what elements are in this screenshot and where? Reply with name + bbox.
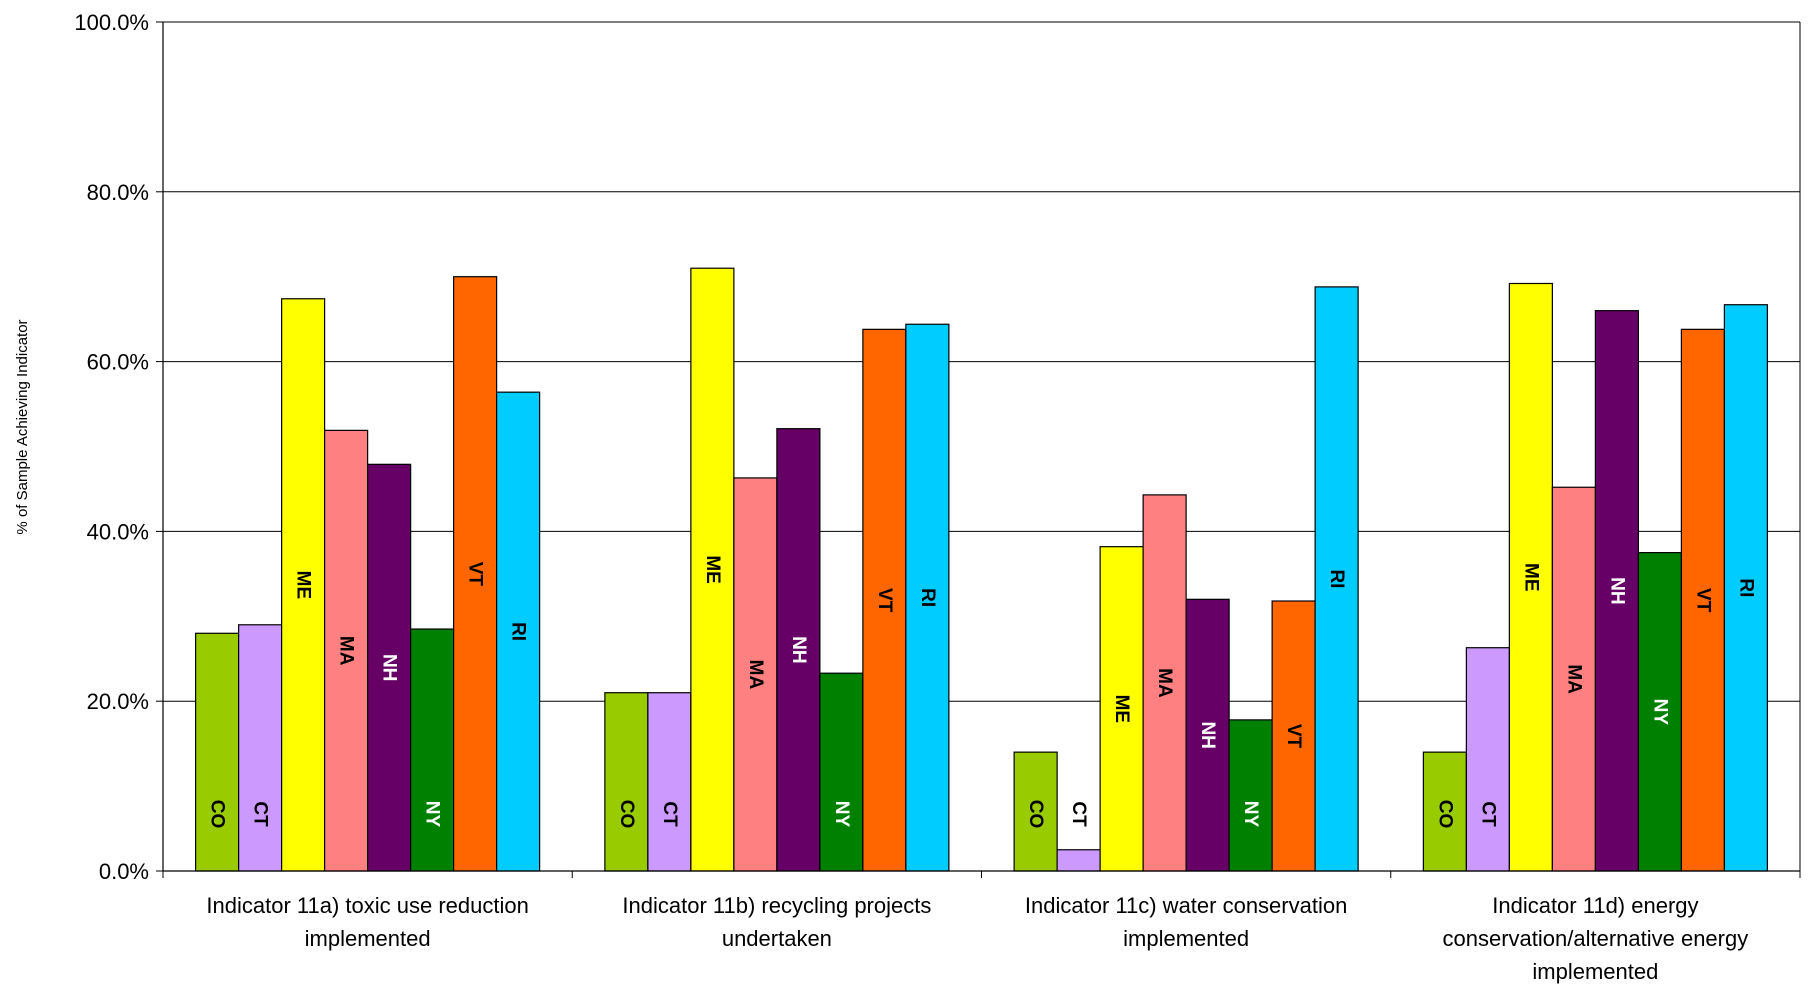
bar-ny: [1637, 552, 1682, 872]
bar-label-ct: CT: [659, 801, 680, 827]
y-tick-label: 40.0%: [87, 519, 149, 544]
bar-label-ri: RI: [508, 622, 529, 641]
y-axis-tick-labels: 0.0% 20.0% 40.0% 60.0% 80.0% 100.0%: [74, 10, 149, 884]
bar-co: [195, 632, 240, 872]
x-category-label: conservation/alternative energy: [1443, 926, 1749, 951]
bar-label-me: ME: [1520, 563, 1541, 592]
bar-me: [281, 298, 326, 872]
bar-label-ct: CT: [250, 801, 271, 827]
x-category-label: Indicator 11b) recycling projects: [622, 893, 931, 918]
bar-label-vt: VT: [1692, 588, 1713, 613]
bar-co: [1422, 751, 1467, 872]
bar-co: [604, 692, 649, 872]
bar-ct: [647, 692, 692, 872]
x-category-label: Indicator 11a) toxic use reduction: [206, 893, 528, 918]
bar-ny: [819, 672, 864, 872]
bar-label-ma: MA: [1154, 668, 1175, 698]
bar-ct: [238, 624, 283, 872]
bar-label-vt: VT: [874, 588, 895, 613]
bar-nh: [367, 463, 412, 872]
x-axis-category-labels: Indicator 11a) toxic use reduction implem…: [206, 893, 1748, 984]
bar-label-ma: MA: [745, 660, 766, 690]
y-tick-label: 80.0%: [87, 180, 149, 205]
bar-ct: [1465, 647, 1510, 872]
bar-vt: [1271, 600, 1316, 872]
x-category-label: implemented: [1532, 959, 1658, 984]
bar-nh: [776, 428, 821, 872]
bars: CO CT ME MA NH NY VT RI CO CT ME MA NH NY VT RI CO CT ME MA…: [195, 267, 1768, 872]
bar-label-co: CO: [616, 800, 637, 829]
bar-ct: [1056, 849, 1101, 872]
y-tick-label: 0.0%: [99, 859, 149, 884]
x-category-label: implemented: [1123, 926, 1249, 951]
bar-me: [1508, 282, 1553, 872]
bar-label-ny: NY: [1240, 801, 1261, 828]
bar-label-co: CO: [207, 800, 228, 829]
bar-label-ri: RI: [917, 588, 938, 607]
y-tick-label: 20.0%: [87, 689, 149, 714]
bar-vt: [862, 328, 907, 872]
bar-label-ma: MA: [336, 636, 357, 666]
axes: [156, 21, 1801, 878]
bar-ri: [1314, 286, 1359, 872]
bar-ma: [1142, 494, 1187, 872]
x-category-label: Indicator 11d) energy: [1492, 893, 1698, 918]
bar-label-ny: NY: [1649, 699, 1670, 726]
bar-label-vt: VT: [1283, 724, 1304, 749]
bar-label-ct: CT: [1068, 801, 1089, 827]
x-category-label: Indicator 11c) water conservation: [1025, 893, 1347, 918]
bar-label-vt: VT: [465, 562, 486, 587]
y-axis-title: % of Sample Achieving Indicator: [14, 319, 31, 534]
bar-me: [690, 267, 735, 872]
bar-ri: [496, 391, 541, 872]
bar-co: [1013, 751, 1058, 872]
bar-label-me: ME: [293, 571, 314, 600]
y-tick-label: 100.0%: [74, 10, 149, 35]
bar-ma: [1551, 486, 1596, 872]
x-category-label: implemented: [305, 926, 431, 951]
y-tick-label: 60.0%: [87, 350, 149, 375]
bar-ma: [733, 477, 778, 872]
bar-label-nh: NH: [1606, 577, 1627, 604]
bar-nh: [1594, 310, 1639, 872]
bar-label-ma: MA: [1563, 664, 1584, 694]
x-category-label: undertaken: [722, 926, 832, 951]
bar-label-ct: CT: [1477, 801, 1498, 827]
bar-label-ny: NY: [831, 801, 852, 828]
bar-label-me: ME: [1111, 695, 1132, 724]
bar-vt: [453, 276, 498, 872]
bar-label-me: ME: [702, 555, 723, 584]
bar-label-ri: RI: [1735, 578, 1756, 597]
bar-ny: [410, 628, 455, 872]
bar-label-co: CO: [1025, 800, 1046, 829]
bar-label-ri: RI: [1326, 569, 1347, 588]
bar-label-ny: NY: [422, 801, 443, 828]
bar-vt: [1680, 328, 1725, 872]
bar-ny: [1228, 719, 1273, 872]
bar-label-co: CO: [1434, 800, 1455, 829]
bar-label-nh: NH: [379, 654, 400, 681]
bar-ri: [905, 323, 950, 872]
bar-label-nh: NH: [1197, 721, 1218, 748]
bar-label-nh: NH: [788, 636, 809, 663]
